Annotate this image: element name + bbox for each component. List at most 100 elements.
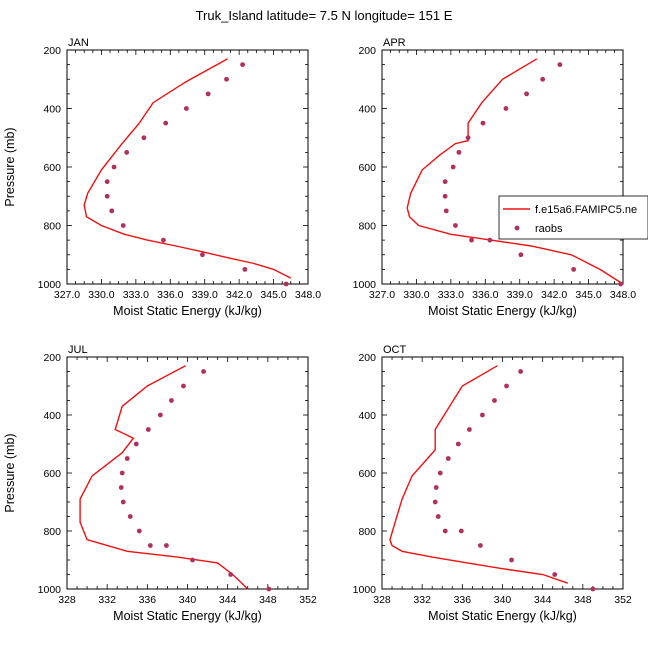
x-tick-label: 332 bbox=[413, 594, 431, 606]
raobs-point bbox=[133, 441, 139, 447]
raobs-point bbox=[119, 470, 125, 476]
model-series-line bbox=[389, 365, 569, 584]
y-tick-label: 600 bbox=[358, 468, 376, 480]
x-tick-label: 332 bbox=[98, 594, 116, 606]
panel-label: JAN bbox=[68, 37, 89, 49]
raobs-point bbox=[147, 543, 153, 548]
raobs-point bbox=[127, 514, 133, 519]
raobs-point bbox=[109, 208, 115, 214]
y-tick-label: 800 bbox=[358, 526, 376, 538]
raobs-point bbox=[557, 62, 563, 68]
y-axis-label: Pressure (mb) bbox=[3, 433, 17, 512]
x-tick-label: 345.0 bbox=[575, 289, 601, 301]
x-tick-label: 344 bbox=[219, 594, 237, 606]
panel-jul: 328 332 336 340 344 348 352 200 400 600 800 1000 Moi… bbox=[3, 344, 317, 623]
y-tick-label: 800 bbox=[358, 221, 376, 233]
legend: f.e15a6.FAMIPC5.ne raobs bbox=[498, 195, 648, 240]
y-tick-label: 400 bbox=[43, 410, 61, 422]
x-tick-label: 345.0 bbox=[260, 289, 286, 301]
raobs-point bbox=[450, 164, 456, 170]
raobs-point bbox=[266, 586, 272, 592]
raobs-point bbox=[443, 208, 449, 214]
x-tick-label: 328 bbox=[373, 594, 391, 606]
raobs-point bbox=[120, 223, 126, 228]
raobs-point bbox=[469, 237, 474, 243]
legend-model-label: f.e15a6.FAMIPC5.ne bbox=[535, 204, 637, 216]
y-tick-label: 200 bbox=[43, 45, 61, 57]
x-tick-label: 344 bbox=[534, 594, 552, 606]
raobs-point bbox=[466, 427, 472, 432]
raobs-point bbox=[442, 193, 448, 199]
x-tick-label: 327.0 bbox=[369, 289, 395, 301]
x-tick-label: 352 bbox=[614, 594, 632, 606]
raobs-point bbox=[104, 179, 110, 185]
x-tick-label: 333.0 bbox=[438, 289, 464, 301]
raobs-point bbox=[518, 369, 523, 374]
figure-title: Truk_Island latitude= 7.5 N longitude= 1… bbox=[196, 8, 453, 23]
raobs-point bbox=[503, 106, 509, 111]
x-tick-label: 340 bbox=[179, 594, 197, 606]
panel-label: APR bbox=[383, 37, 406, 49]
raobs-point bbox=[442, 528, 448, 534]
x-axis-label: Moist Static Energy (kJ/kg) bbox=[428, 304, 577, 318]
x-tick-label: 340 bbox=[494, 594, 512, 606]
raobs-point bbox=[224, 76, 229, 82]
x-tick-label: 352 bbox=[299, 594, 317, 606]
x-tick-label: 348.0 bbox=[295, 289, 321, 301]
y-tick-label: 600 bbox=[43, 162, 61, 174]
x-tick-label: 330.0 bbox=[403, 289, 429, 301]
raobs-point bbox=[492, 398, 497, 403]
legend-marker-swatch bbox=[514, 225, 520, 231]
raobs-point bbox=[104, 193, 110, 199]
panel-label: JUL bbox=[68, 344, 88, 356]
y-axis-label: Pressure (mb) bbox=[3, 127, 17, 206]
x-tick-label: 336.0 bbox=[472, 289, 498, 301]
raobs-point bbox=[124, 149, 130, 155]
raobs-point bbox=[240, 62, 245, 68]
raobs-point bbox=[183, 106, 189, 111]
raobs-point bbox=[504, 383, 509, 389]
raobs-point bbox=[487, 237, 493, 243]
raobs-point bbox=[433, 485, 439, 490]
raobs-point bbox=[169, 398, 174, 403]
raobs-point bbox=[455, 441, 461, 447]
raobs-point bbox=[190, 557, 195, 563]
x-tick-label: 339.0 bbox=[192, 289, 218, 301]
raobs-point bbox=[157, 412, 163, 418]
raobs-point bbox=[201, 369, 206, 374]
raobs-point bbox=[480, 120, 486, 126]
x-tick-label: 330.0 bbox=[88, 289, 114, 301]
raobs-point bbox=[242, 266, 248, 272]
raobs-point bbox=[540, 76, 546, 82]
model-series-line bbox=[79, 365, 249, 590]
raobs-point bbox=[445, 456, 451, 461]
raobs-point bbox=[141, 135, 147, 141]
raobs-point bbox=[478, 543, 483, 548]
raobs-point bbox=[458, 528, 464, 534]
y-tick-label: 1000 bbox=[353, 584, 377, 596]
y-tick-label: 1000 bbox=[38, 584, 62, 596]
raobs-point bbox=[435, 514, 441, 519]
x-axis-label: Moist Static Energy (kJ/kg) bbox=[428, 609, 577, 623]
model-series-line bbox=[83, 58, 292, 279]
y-tick-label: 400 bbox=[43, 104, 61, 116]
panel-label: OCT bbox=[383, 344, 407, 356]
raobs-point bbox=[432, 499, 438, 505]
x-tick-label: 339.0 bbox=[507, 289, 533, 301]
raobs-point bbox=[164, 543, 169, 548]
legend-box bbox=[498, 195, 648, 240]
y-tick-label: 400 bbox=[358, 104, 376, 116]
raobs-point bbox=[161, 237, 166, 243]
x-tick-label: 333.0 bbox=[123, 289, 149, 301]
x-tick-label: 327.0 bbox=[54, 289, 80, 301]
raobs-point bbox=[618, 281, 624, 287]
y-tick-label: 800 bbox=[43, 221, 61, 233]
x-tick-label: 348 bbox=[574, 594, 592, 606]
panel-jan: 327.0 330.0 333.0 336.0 339.0 342.0 345.0 348.0… bbox=[3, 37, 321, 318]
raobs-point bbox=[120, 499, 126, 505]
y-tick-label: 1000 bbox=[38, 279, 62, 291]
raobs-point bbox=[118, 485, 124, 490]
raobs-point bbox=[228, 572, 234, 577]
raobs-point bbox=[480, 412, 485, 418]
x-tick-label: 336 bbox=[454, 594, 472, 606]
